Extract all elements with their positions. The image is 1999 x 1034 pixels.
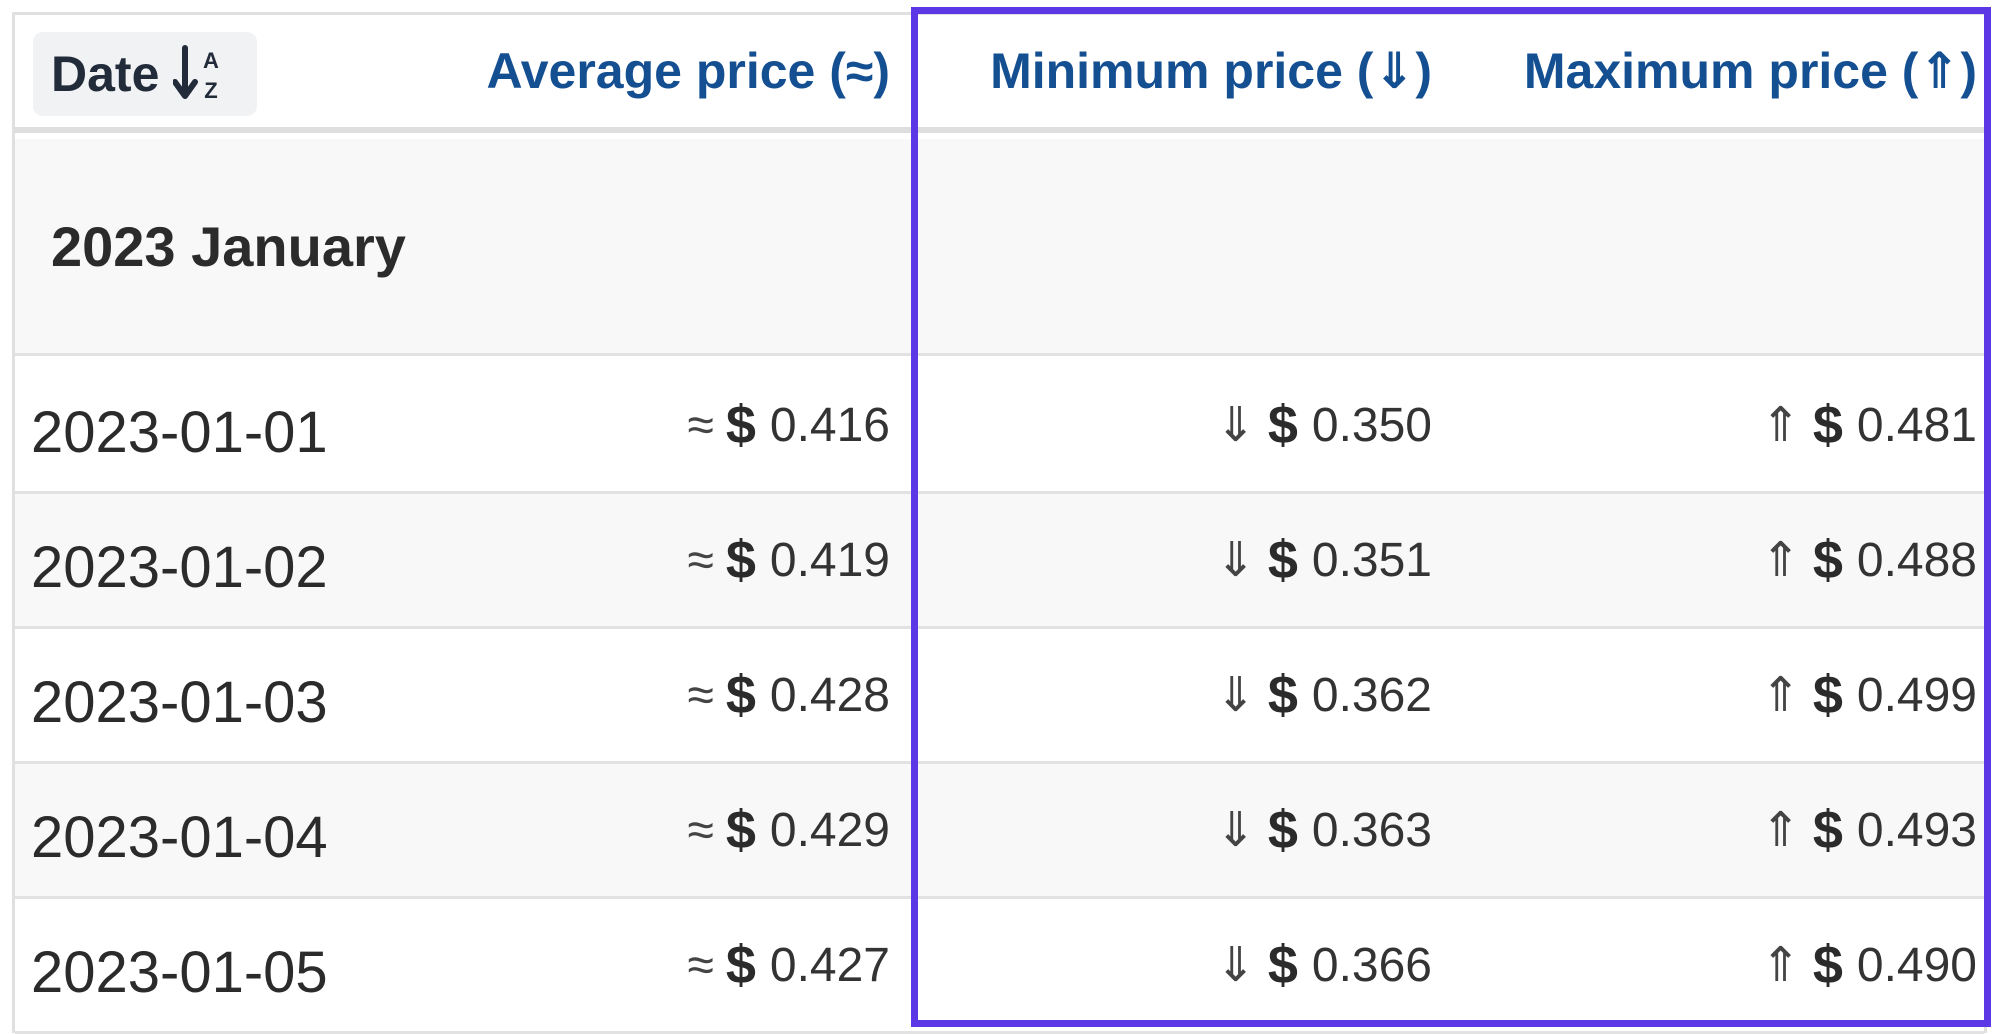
average-price-number: 0.427 — [769, 938, 890, 992]
maximum-price-value: ⇑ $0.481 — [1761, 394, 1977, 456]
approx-icon: ≈ — [687, 803, 714, 857]
minimum-price-value: ⇓ $0.351 — [1216, 529, 1432, 591]
row-date: 2023-01-01 — [31, 399, 328, 465]
double-arrow-down-icon: ⇓ — [1215, 534, 1256, 587]
currency-symbol: $ — [1812, 665, 1843, 725]
currency-symbol: $ — [725, 530, 756, 590]
minimum-price-number: 0.363 — [1311, 803, 1432, 857]
svg-text:Z: Z — [205, 78, 218, 103]
currency-symbol: $ — [725, 800, 756, 860]
average-price-header[interactable]: Average price (≈) — [486, 43, 890, 99]
average-price-value: ≈ $0.428 — [687, 664, 890, 726]
average-price-value: ≈ $0.419 — [687, 529, 890, 591]
double-arrow-up-icon: ⇑ — [1760, 669, 1801, 722]
table-row: 2023-01-05 ≈ $0.427 ⇓ $0.366 ⇑ $0.490 — [15, 899, 1984, 1034]
average-price-value: ≈ $0.429 — [687, 799, 890, 861]
maximum-price-value: ⇑ $0.488 — [1761, 529, 1977, 591]
row-date: 2023-01-02 — [31, 534, 328, 600]
approx-icon: ≈ — [687, 668, 714, 722]
currency-symbol: $ — [1267, 800, 1298, 860]
double-arrow-down-icon: ⇓ — [1215, 804, 1256, 857]
minimum-price-value: ⇓ $0.362 — [1216, 664, 1432, 726]
table-row: 2023-01-01 ≈ $0.416 ⇓ $0.350 ⇑ $0.481 — [15, 359, 1984, 494]
minimum-price-number: 0.351 — [1311, 533, 1432, 587]
average-price-value: ≈ $0.427 — [687, 934, 890, 996]
currency-symbol: $ — [725, 395, 756, 455]
maximum-price-number: 0.481 — [1856, 398, 1977, 452]
average-price-number: 0.428 — [769, 668, 890, 722]
row-date: 2023-01-05 — [31, 939, 328, 1005]
currency-symbol: $ — [1267, 935, 1298, 995]
average-price-number: 0.429 — [769, 803, 890, 857]
currency-symbol: $ — [1267, 665, 1298, 725]
maximum-price-number: 0.493 — [1856, 803, 1977, 857]
minimum-price-value: ⇓ $0.363 — [1216, 799, 1432, 861]
svg-text:A: A — [203, 48, 219, 73]
double-arrow-down-icon: ⇓ — [1215, 939, 1256, 992]
approx-icon: ≈ — [687, 938, 714, 992]
currency-symbol: $ — [725, 665, 756, 725]
double-arrow-down-icon: ⇓ — [1215, 399, 1256, 452]
maximum-price-number: 0.488 — [1856, 533, 1977, 587]
currency-symbol: $ — [1267, 395, 1298, 455]
maximum-price-header[interactable]: Maximum price (⇑) — [1523, 43, 1977, 99]
approx-icon: ≈ — [687, 533, 714, 587]
double-arrow-up-icon: ⇑ — [1760, 399, 1801, 452]
currency-symbol: $ — [1812, 530, 1843, 590]
double-arrow-down-icon: ⇓ — [1215, 669, 1256, 722]
maximum-price-value: ⇑ $0.490 — [1761, 934, 1977, 996]
currency-symbol: $ — [1812, 935, 1843, 995]
double-arrow-up-icon: ⇑ — [1760, 534, 1801, 587]
maximum-price-number: 0.499 — [1856, 668, 1977, 722]
minimum-price-header[interactable]: Minimum price (⇓) — [990, 43, 1432, 99]
date-column-header: Date — [51, 46, 160, 102]
average-price-number: 0.419 — [769, 533, 890, 587]
currency-symbol: $ — [1812, 395, 1843, 455]
currency-symbol: $ — [1267, 530, 1298, 590]
double-arrow-up-icon: ⇑ — [1760, 939, 1801, 992]
table-row: 2023-01-02 ≈ $0.419 ⇓ $0.351 ⇑ $0.488 — [15, 494, 1984, 629]
average-price-number: 0.416 — [769, 398, 890, 452]
minimum-price-value: ⇓ $0.350 — [1216, 394, 1432, 456]
minimum-price-number: 0.362 — [1311, 668, 1432, 722]
maximum-price-value: ⇑ $0.493 — [1761, 799, 1977, 861]
currency-symbol: $ — [725, 935, 756, 995]
maximum-price-number: 0.490 — [1856, 938, 1977, 992]
minimum-price-number: 0.366 — [1311, 938, 1432, 992]
row-date: 2023-01-04 — [31, 804, 328, 870]
month-group-label: 2023 January — [51, 214, 406, 278]
date-sort-button[interactable]: Date A Z — [33, 32, 257, 116]
maximum-price-value: ⇑ $0.499 — [1761, 664, 1977, 726]
row-date: 2023-01-03 — [31, 669, 328, 735]
currency-symbol: $ — [1812, 800, 1843, 860]
month-group-row: 2023 January — [15, 139, 1984, 356]
approx-icon: ≈ — [687, 398, 714, 452]
price-table: Date A Z Average price (≈) Minimum price… — [12, 12, 1987, 1034]
average-price-value: ≈ $0.416 — [687, 394, 890, 456]
table-row: 2023-01-04 ≈ $0.429 ⇓ $0.363 ⇑ $0.493 — [15, 764, 1984, 899]
table-row: 2023-01-03 ≈ $0.428 ⇓ $0.362 ⇑ $0.499 — [15, 629, 1984, 764]
sort-alpha-down-icon: A Z — [173, 45, 219, 103]
minimum-price-number: 0.350 — [1311, 398, 1432, 452]
table-header: Date A Z Average price (≈) Minimum price… — [15, 15, 1984, 133]
minimum-price-value: ⇓ $0.366 — [1216, 934, 1432, 996]
double-arrow-up-icon: ⇑ — [1760, 804, 1801, 857]
